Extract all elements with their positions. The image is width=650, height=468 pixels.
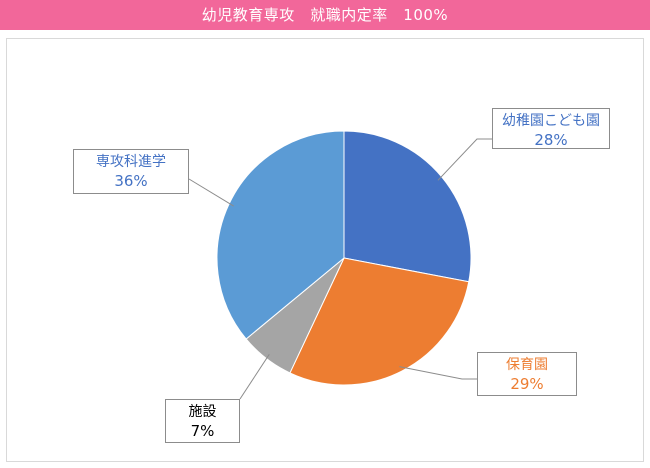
chart-title: 幼児教育専攻 就職内定率 100% bbox=[201, 6, 449, 24]
leader-nursery bbox=[399, 366, 477, 380]
callout-nursery-label: 保育園 bbox=[506, 357, 548, 373]
callout-facility-label: 施設 bbox=[188, 404, 217, 420]
leader-facility bbox=[239, 354, 270, 400]
callout-nursery-value: 29% bbox=[510, 375, 544, 393]
slice-nursery bbox=[289, 257, 470, 386]
callout-nursery: 保育園 29% bbox=[477, 352, 577, 396]
chart-area: 幼稚園こども園 28% 保育園 29% 施設 7% 専攻科進学 36% bbox=[6, 38, 644, 462]
callout-kindergarten-label: 幼稚園こども園 bbox=[502, 113, 600, 129]
callout-facility: 施設 7% bbox=[165, 399, 240, 443]
leader-advanced-study bbox=[188, 178, 234, 207]
slice-advanced-study bbox=[216, 130, 345, 340]
pie-chart bbox=[188, 130, 492, 400]
callout-advanced-study-value: 36% bbox=[114, 172, 148, 190]
leader-kindergarten bbox=[437, 138, 492, 181]
callout-kindergarten: 幼稚園こども園 28% bbox=[492, 108, 610, 149]
callout-facility-value: 7% bbox=[190, 422, 215, 440]
callout-advanced-study: 専攻科進学 36% bbox=[73, 149, 189, 194]
slice-kindergarten bbox=[343, 130, 472, 283]
callout-advanced-study-label: 専攻科進学 bbox=[96, 154, 166, 170]
callout-kindergarten-value: 28% bbox=[534, 131, 568, 149]
chart-title-banner: 幼児教育専攻 就職内定率 100% bbox=[0, 0, 650, 30]
